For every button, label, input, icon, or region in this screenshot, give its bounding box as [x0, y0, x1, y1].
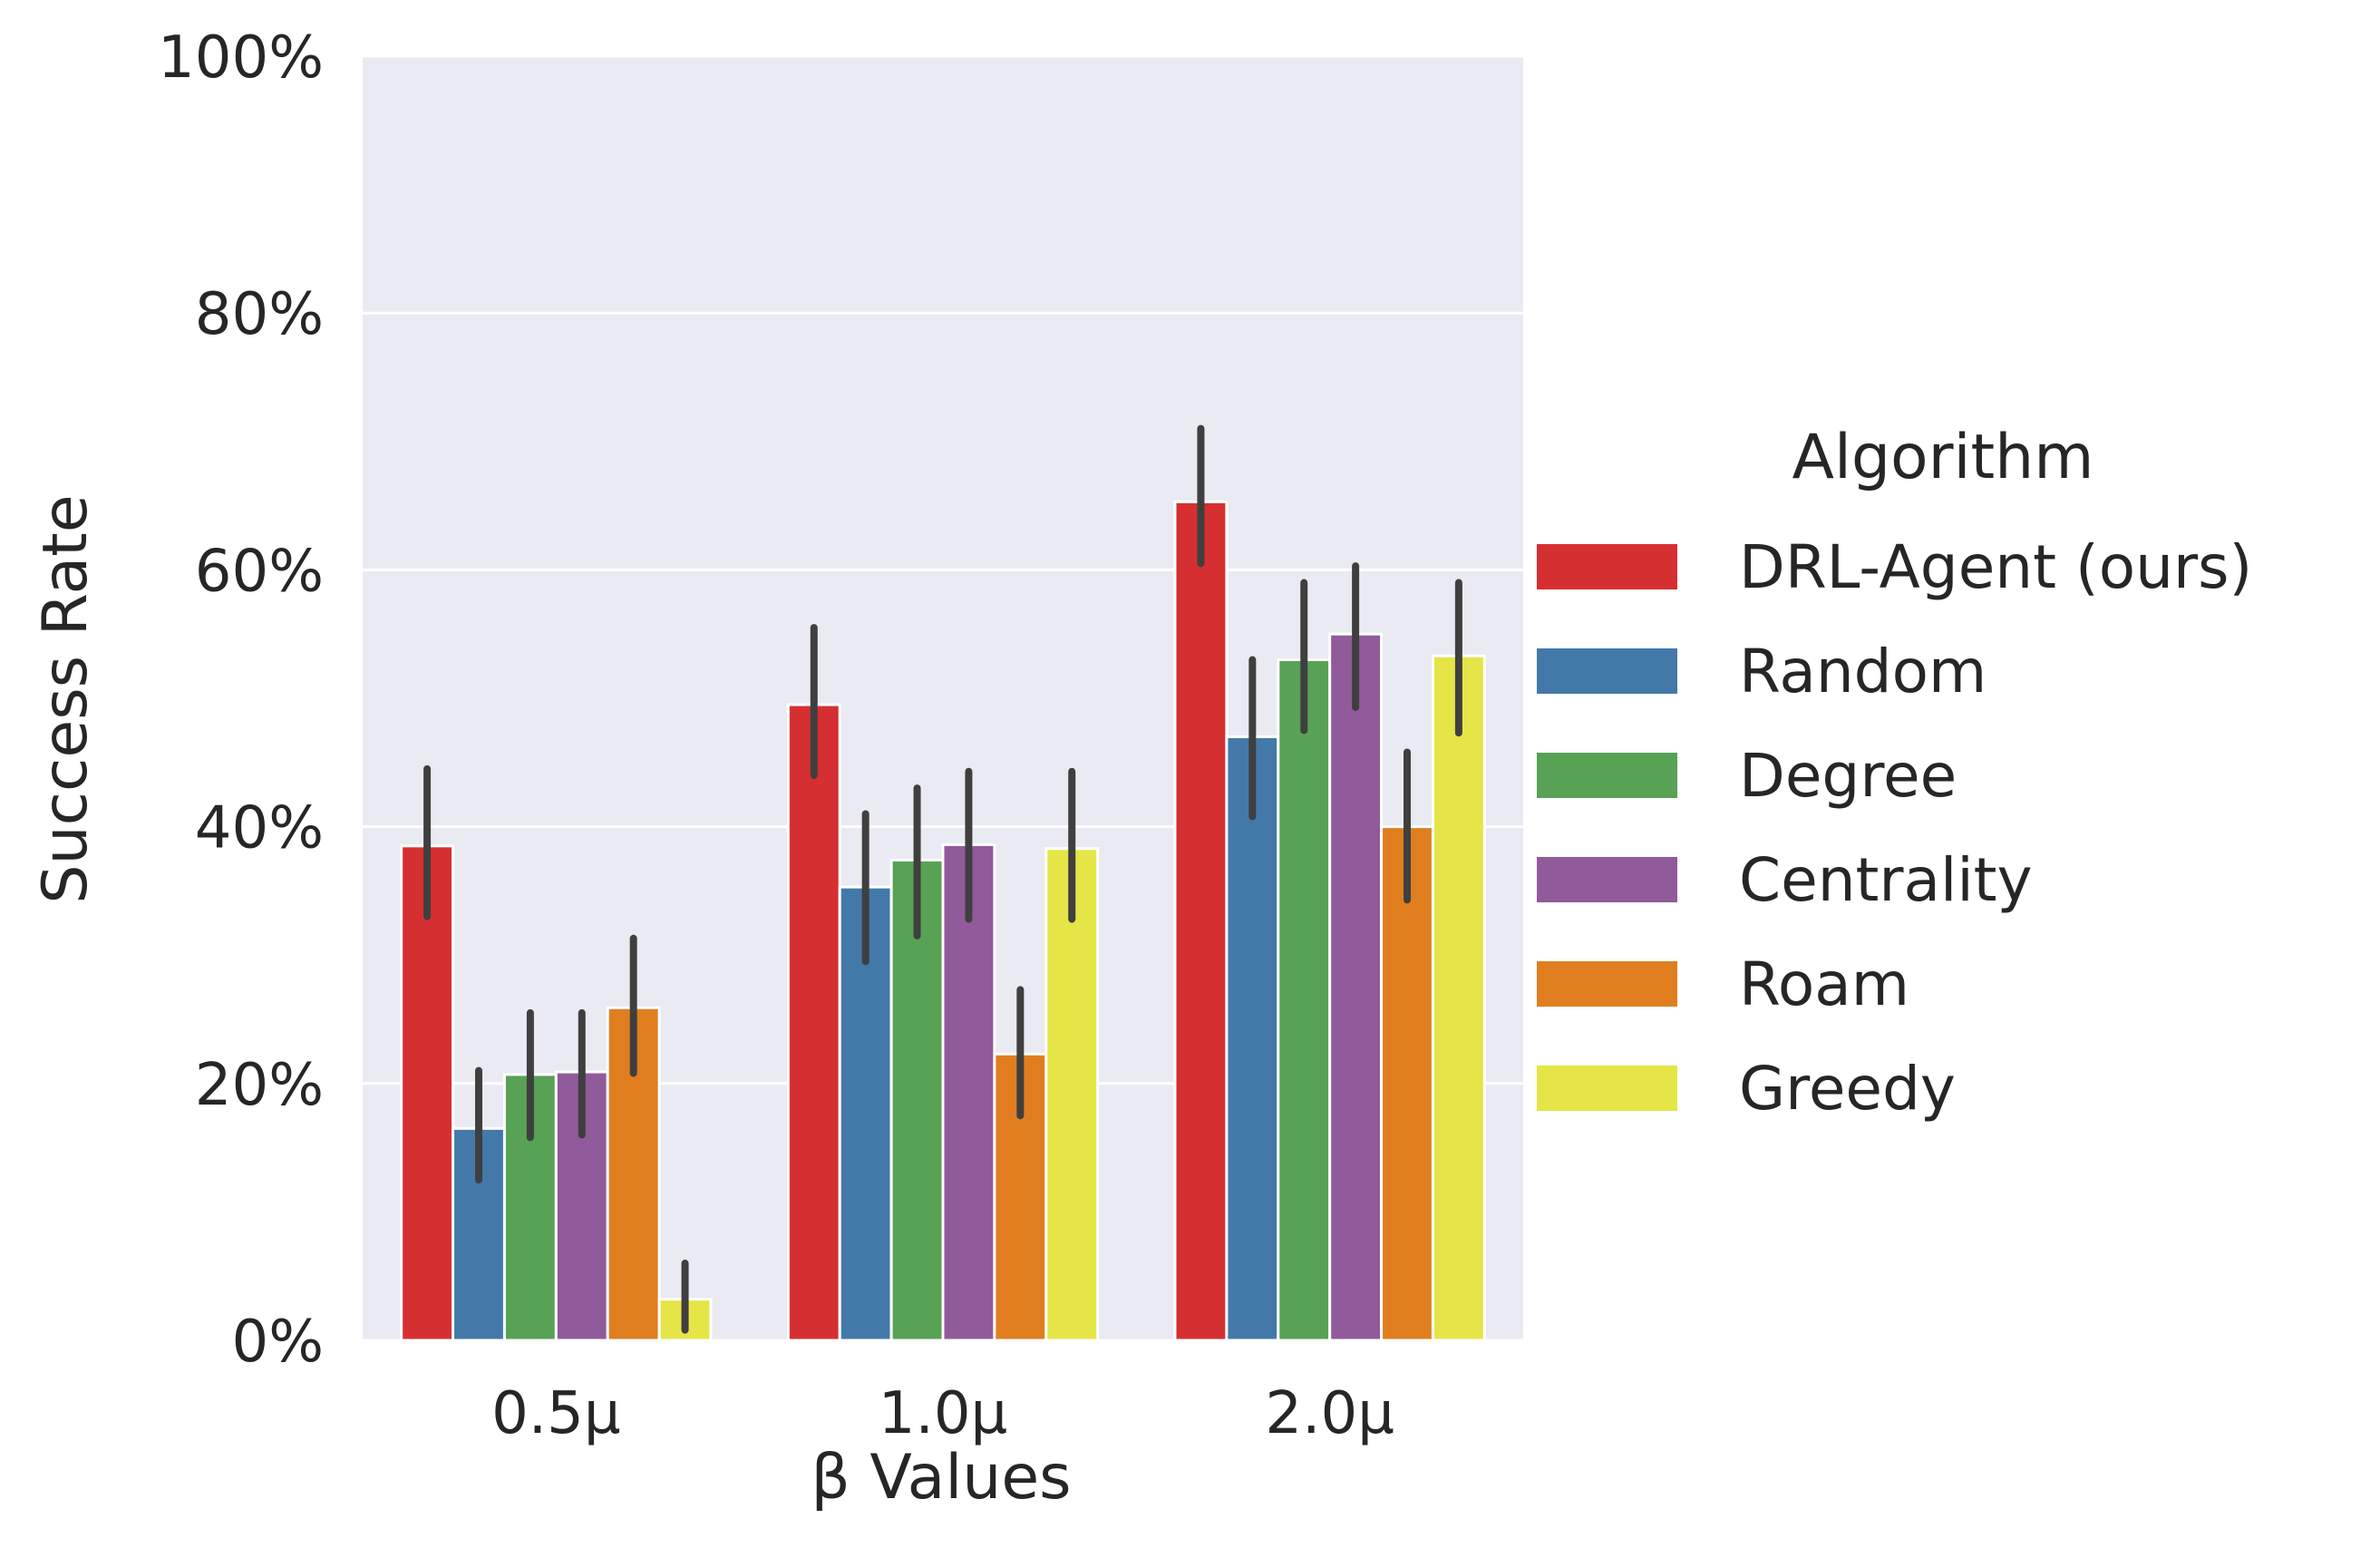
- bar: [1173, 500, 1229, 1342]
- legend-swatch: [1537, 1066, 1677, 1111]
- legend-swatch: [1537, 544, 1677, 589]
- y-tick-label: 20%: [195, 1052, 324, 1119]
- x-tick-label: 1.0μ: [879, 1380, 1008, 1447]
- x-axis-ticks: 0.5μ 1.0μ 2.0μ: [491, 1380, 1394, 1447]
- y-tick-label: 60%: [195, 538, 324, 605]
- plot-area: [363, 54, 1523, 1342]
- y-tick-label: 40%: [195, 795, 324, 862]
- legend-label: Greedy: [1739, 1054, 1956, 1124]
- x-tick-label: 2.0μ: [1265, 1380, 1394, 1447]
- y-tick-label: 80%: [195, 281, 324, 348]
- legend-swatch: [1537, 857, 1677, 902]
- bar: [786, 703, 841, 1342]
- legend-swatch: [1537, 961, 1677, 1007]
- legend-swatch: [1537, 648, 1677, 694]
- legend-label: Random: [1739, 637, 1987, 706]
- legend-title: Algorithm: [1792, 422, 2093, 493]
- bar: [1431, 654, 1486, 1342]
- legend-label: Roam: [1739, 949, 1909, 1019]
- legend-swatch: [1537, 753, 1677, 798]
- bar: [1380, 825, 1434, 1342]
- legend-label: Centrality: [1739, 845, 2033, 915]
- bar: [1044, 847, 1100, 1342]
- bar: [1277, 658, 1332, 1342]
- legend: Algorithm DRL-Agent (ours) Random Degree Ce…: [1537, 422, 2252, 1124]
- x-axis-label: β Values: [811, 1442, 1071, 1514]
- x-tick-label: 0.5μ: [491, 1380, 621, 1447]
- bar: [889, 858, 945, 1342]
- y-axis-ticks: 0% 20% 40% 60% 80% 100%: [158, 24, 324, 1376]
- legend-label: DRL-Agent (ours): [1739, 532, 2252, 602]
- legend-label: Degree: [1739, 741, 1957, 811]
- bar: [1225, 735, 1280, 1342]
- y-tick-label: 0%: [231, 1309, 324, 1376]
- y-tick-label: 100%: [158, 24, 324, 92]
- bar: [1328, 632, 1384, 1342]
- y-axis-label: Success Rate: [30, 494, 102, 903]
